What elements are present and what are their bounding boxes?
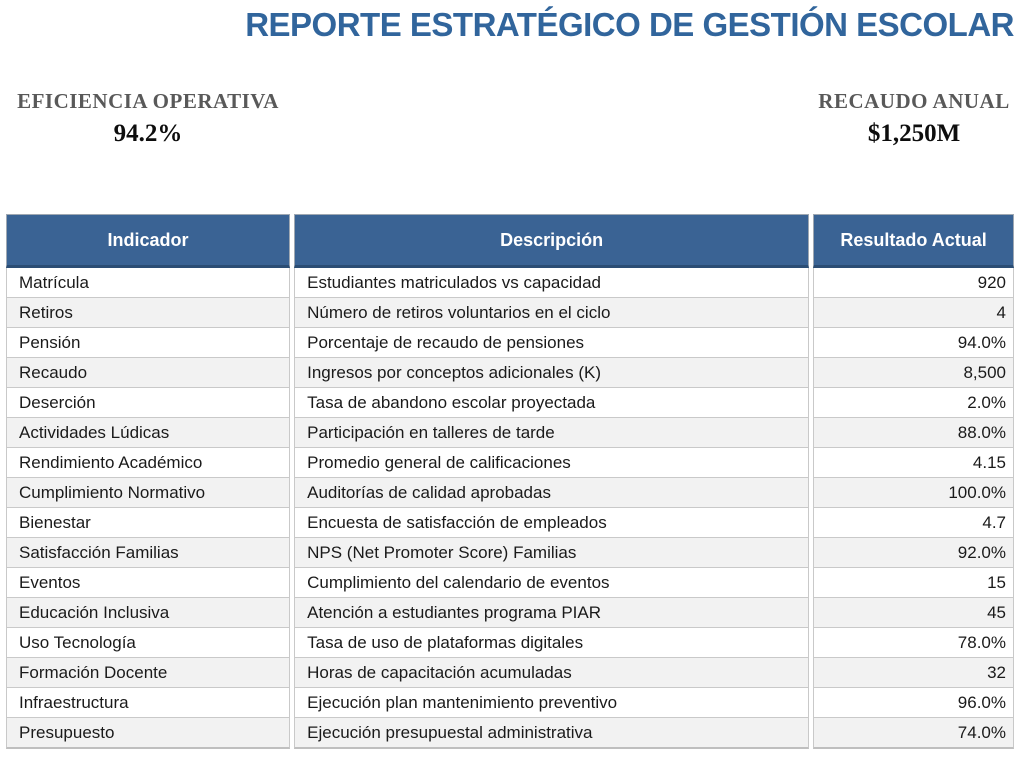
table-row: Matrícula Estudiantes matriculados vs cap… [6,268,1014,298]
cell-indicador: Uso Tecnología [6,628,291,658]
kpi-recaudo-label: RECAUDO ANUAL [818,89,1010,113]
table-row: Presupuesto Ejecución presupuestal admini… [6,718,1014,749]
cell-descripcion: Cumplimiento del calendario de eventos [294,568,810,598]
cell-indicador: Deserción [6,388,291,418]
table-row: Rendimiento Académico Promedio general de… [6,448,1014,478]
table-row: Retiros Número de retiros voluntarios en … [6,298,1014,328]
cell-descripcion: Número de retiros voluntarios en el cicl… [294,298,810,328]
cell-indicador: Recaudo [6,358,291,388]
kpi-eficiencia-value: 94.2% [113,120,183,147]
table-row: Formación Docente Horas de capacitación a… [6,658,1014,688]
cell-indicador: Infraestructura [6,688,291,718]
table-row: Educación Inclusiva Atención a estudiante… [6,598,1014,628]
cell-indicador: Retiros [6,298,291,328]
cell-descripcion: Promedio general de calificaciones [294,448,810,478]
cell-resultado-actual: 88.0% [813,418,1014,448]
cell-indicador: Educación Inclusiva [6,598,291,628]
kpi-eficiencia-operativa: EFICIENCIA OPERATIVA 94.2% [8,88,288,150]
table-row: Cumplimiento Normativo Auditorías de cali… [6,478,1014,508]
cell-descripcion: Porcentaje de recaudo de pensiones [294,328,810,358]
table-row: Pensión Porcentaje de recaudo de pensione… [6,328,1014,358]
cell-descripcion: Ejecución presupuestal administrativa [294,718,810,749]
cell-indicador: Bienestar [6,508,291,538]
cell-resultado-actual: 74.0% [813,718,1014,749]
page-title: REPORTE ESTRATÉGICO DE GESTIÓN ESCOLAR [245,6,1014,43]
column-header-resultado-actual: Resultado Actual [813,214,1014,268]
cell-resultado-actual: 96.0% [813,688,1014,718]
cell-resultado-actual: 8,500 [813,358,1014,388]
table-row: Satisfacción Familias NPS (Net Promoter S… [6,538,1014,568]
cell-descripcion: Atención a estudiantes programa PIAR [294,598,810,628]
cell-indicador: Eventos [6,568,291,598]
cell-descripcion: Estudiantes matriculados vs capacidad [294,268,810,298]
cell-descripcion: NPS (Net Promoter Score) Familias [294,538,810,568]
table-row: Recaudo Ingresos por conceptos adicionale… [6,358,1014,388]
cell-indicador: Matrícula [6,268,291,298]
cell-indicador: Rendimiento Académico [6,448,291,478]
indicators-table: Indicador Descripción Resultado Actual M… [2,214,1018,749]
table-row: Bienestar Encuesta de satisfacción de emp… [6,508,1014,538]
cell-resultado-actual: 2.0% [813,388,1014,418]
cell-resultado-actual: 32 [813,658,1014,688]
report-page: REPORTE ESTRATÉGICO DE GESTIÓN ESCOLAR E… [0,6,1020,777]
cell-resultado-actual: 92.0% [813,538,1014,568]
cell-resultado-actual: 45 [813,598,1014,628]
cell-indicador: Presupuesto [6,718,291,749]
kpi-recaudo-anual: RECAUDO ANUAL $1,250M [814,88,1014,150]
table-body: Matrícula Estudiantes matriculados vs cap… [6,268,1014,749]
table-row: Infraestructura Ejecución plan mantenimie… [6,688,1014,718]
cell-indicador: Pensión [6,328,291,358]
cell-indicador: Cumplimiento Normativo [6,478,291,508]
cell-descripcion: Ingresos por conceptos adicionales (K) [294,358,810,388]
kpi-recaudo-value: $1,250M [867,120,961,147]
kpi-eficiencia-label: EFICIENCIA OPERATIVA [17,89,279,113]
cell-descripcion: Participación en talleres de tarde [294,418,810,448]
cell-resultado-actual: 4.15 [813,448,1014,478]
cell-descripcion: Ejecución plan mantenimiento preventivo [294,688,810,718]
kpi-row: EFICIENCIA OPERATIVA 94.2% RECAUDO ANUAL… [0,88,1020,150]
column-header-descripcion: Descripción [294,214,810,268]
table-row: Deserción Tasa de abandono escolar proyec… [6,388,1014,418]
table-row: Uso Tecnología Tasa de uso de plataformas… [6,628,1014,658]
table-header-row: Indicador Descripción Resultado Actual [6,214,1014,268]
cell-resultado-actual: 100.0% [813,478,1014,508]
cell-indicador: Satisfacción Familias [6,538,291,568]
cell-descripcion: Encuesta de satisfacción de empleados [294,508,810,538]
cell-resultado-actual: 4 [813,298,1014,328]
table-row: Eventos Cumplimiento del calendario de ev… [6,568,1014,598]
cell-resultado-actual: 920 [813,268,1014,298]
cell-descripcion: Horas de capacitación acumuladas [294,658,810,688]
cell-indicador: Formación Docente [6,658,291,688]
column-header-indicador: Indicador [6,214,291,268]
cell-descripcion: Auditorías de calidad aprobadas [294,478,810,508]
cell-indicador: Actividades Lúdicas [6,418,291,448]
cell-resultado-actual: 78.0% [813,628,1014,658]
cell-descripcion: Tasa de uso de plataformas digitales [294,628,810,658]
table-row: Actividades Lúdicas Participación en tall… [6,418,1014,448]
cell-resultado-actual: 4.7 [813,508,1014,538]
cell-descripcion: Tasa de abandono escolar proyectada [294,388,810,418]
cell-resultado-actual: 15 [813,568,1014,598]
cell-resultado-actual: 94.0% [813,328,1014,358]
